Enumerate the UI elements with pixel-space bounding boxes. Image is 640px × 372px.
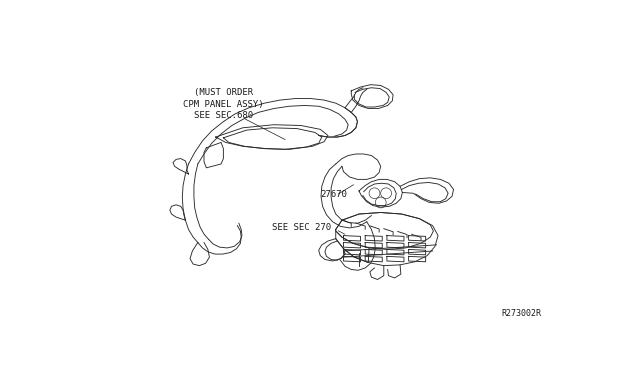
Text: (MUST ORDER
CPM PANEL ASSY)
SEE SEC.680: (MUST ORDER CPM PANEL ASSY) SEE SEC.680 [183,88,264,121]
Text: R273002R: R273002R [501,309,541,318]
Text: SEE SEC 270: SEE SEC 270 [272,224,332,232]
Text: 27670: 27670 [320,190,347,199]
